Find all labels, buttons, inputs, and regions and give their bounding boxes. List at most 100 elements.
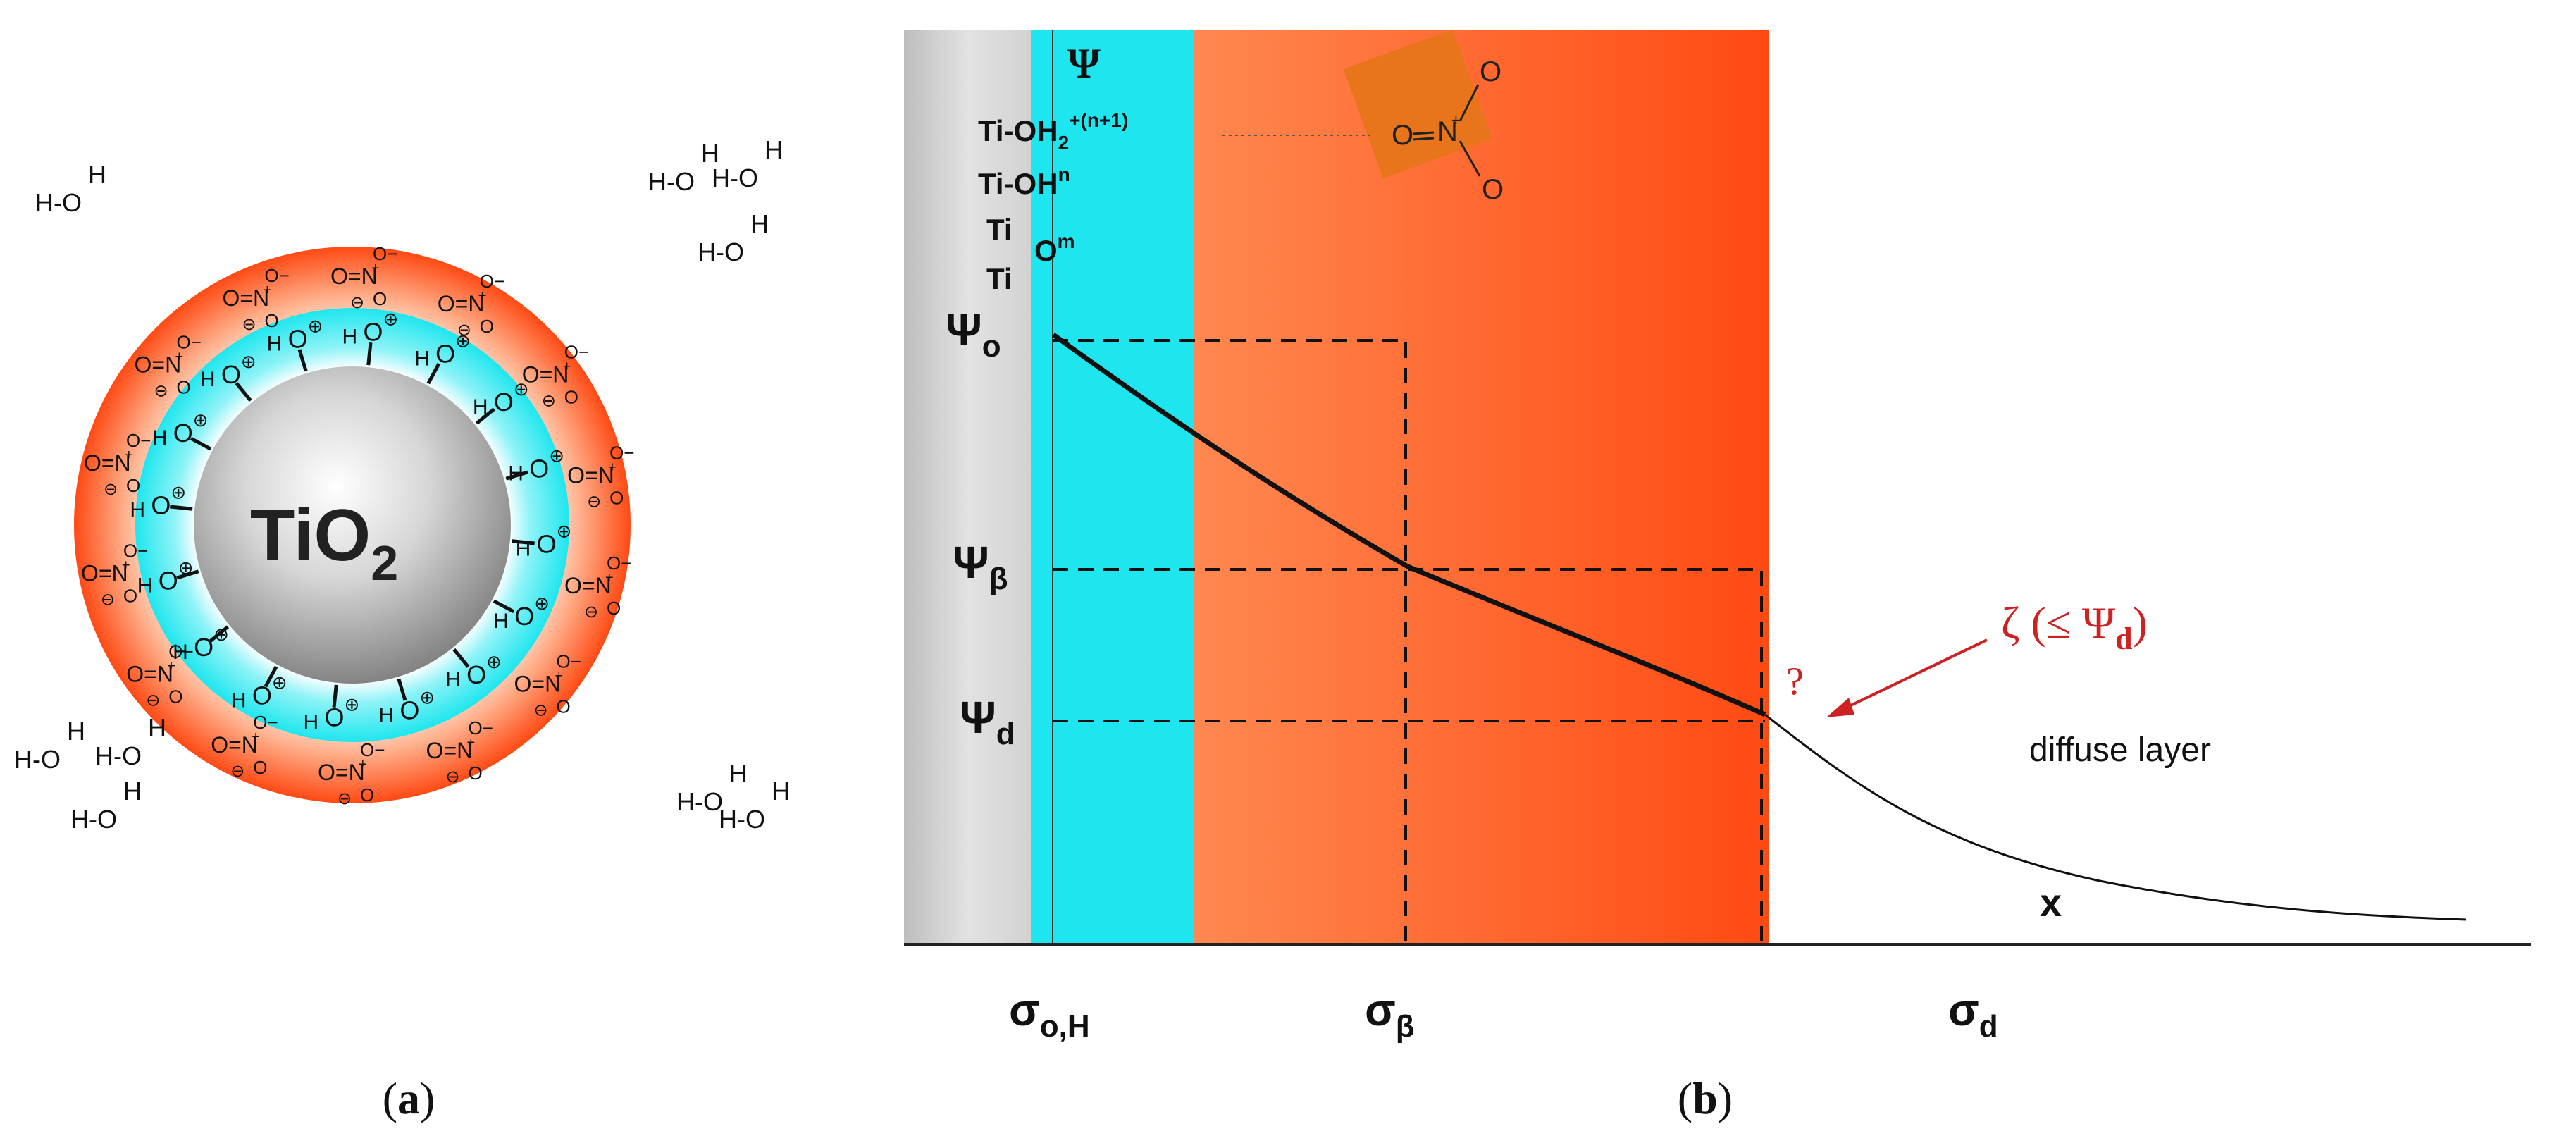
water-molecule: H-O bbox=[676, 787, 723, 816]
water-hydrogen: H bbox=[123, 777, 142, 805]
hydroxyl-oxygen: O bbox=[466, 660, 486, 689]
psi-d-label: Ψd bbox=[960, 692, 1015, 751]
water-hydrogen: H bbox=[701, 139, 719, 168]
nitrate-oxygen: O bbox=[564, 387, 578, 408]
positive-charge-icon: ⊕ bbox=[549, 445, 564, 467]
nitrate-oxygen: O bbox=[360, 784, 374, 805]
hydroxyl-oxygen: O bbox=[288, 325, 308, 354]
zeta-arrow bbox=[1837, 638, 1988, 713]
hydroxyl-bond bbox=[264, 665, 278, 688]
hydroxyl-hydrogen: H bbox=[414, 347, 430, 371]
sigma-oh-label: σo,H bbox=[1009, 984, 1090, 1044]
nitrate-oxygen: O bbox=[264, 310, 278, 331]
positive-charge-icon: ⊕ bbox=[383, 308, 398, 329]
nitrate-oxygen: O bbox=[177, 377, 191, 398]
hydroxyl-oxygen: O bbox=[435, 340, 455, 369]
panel-b-caption-open: ( bbox=[1678, 1073, 1692, 1123]
surface-group-ti-1: Ti bbox=[986, 213, 1013, 246]
hydroxyl-oxygen: O bbox=[173, 419, 193, 447]
water-molecule: H-O bbox=[712, 163, 758, 192]
hydroxyl-bond bbox=[426, 362, 441, 385]
question-mark: ? bbox=[1786, 660, 1804, 703]
hydroxyl-hydrogen: H bbox=[267, 333, 283, 356]
nitrate-ion: O=N bbox=[438, 291, 485, 316]
hydroxyl-hydrogen: H bbox=[137, 574, 153, 597]
hydroxyl-bond bbox=[512, 539, 535, 545]
sigma-d-label: σd bbox=[1948, 984, 1998, 1044]
nitrate-oxygen: O− bbox=[607, 552, 631, 574]
water-molecule: H-O bbox=[35, 188, 82, 217]
nitrate-oxygen: O− bbox=[123, 541, 148, 562]
hydroxyl-hydrogen: H bbox=[200, 368, 216, 391]
negative-charge-icon: ⊖ bbox=[533, 700, 547, 720]
positive-charge-icon: ⊕ bbox=[514, 378, 529, 400]
hydroxyl-bond bbox=[176, 569, 199, 580]
panel-a-caption-letter: a bbox=[397, 1073, 420, 1123]
water-molecule: H-O bbox=[70, 805, 117, 834]
positive-charge-icon: ⊕ bbox=[486, 651, 502, 672]
positive-charge-icon: ⊕ bbox=[455, 331, 471, 352]
surface-group-labels: Ti-OH2+(n+1) Ti-OHn Ti Ti Om bbox=[978, 109, 1128, 295]
nitrate-ion: O=N bbox=[84, 450, 131, 476]
core-label-subscript: 2 bbox=[371, 536, 398, 591]
zeta-arrowhead bbox=[1826, 698, 1854, 717]
water-molecule: H-O bbox=[698, 237, 744, 266]
hydroxyl-hydrogen: H bbox=[342, 325, 357, 348]
panel-b-caption-letter: b bbox=[1692, 1073, 1718, 1123]
nitrate-plus: + bbox=[175, 350, 184, 365]
stern-layer-band bbox=[1031, 30, 1194, 944]
psi-o-label: Ψo bbox=[946, 304, 1001, 364]
nitrate-oxygen: O bbox=[607, 598, 621, 619]
positive-charge-icon: ⊕ bbox=[178, 557, 194, 578]
nitrate-plus: + bbox=[167, 658, 175, 674]
nitrate-plus: + bbox=[122, 558, 130, 574]
nitrate-plus: + bbox=[252, 729, 260, 745]
hydroxyl-hydrogen: H bbox=[130, 499, 145, 522]
hydroxyl-bond bbox=[475, 407, 495, 425]
surface-group-hydroxyl: Ti-OHn bbox=[978, 163, 1070, 200]
svg-text:O: O bbox=[1392, 120, 1413, 151]
surface-hydroxyl-groups: O ⊕HO ⊕HO ⊕HO ⊕HO ⊕HO ⊕HO ⊕HO ⊕HO ⊕HO ⊕HO ⊕HO ⊕H O ⊕HO… bbox=[130, 308, 571, 734]
hydroxyl-bond bbox=[505, 470, 528, 481]
positive-charge-icon: ⊕ bbox=[171, 482, 186, 503]
negative-charge-icon: ⊖ bbox=[230, 762, 244, 781]
hydroxyl-hydrogen: H bbox=[304, 711, 319, 734]
positive-charge-icon: ⊕ bbox=[534, 593, 550, 614]
hydroxyl-bond bbox=[190, 436, 212, 451]
panel-a-caption-close: ) bbox=[420, 1073, 435, 1123]
nitrate-plus: + bbox=[608, 459, 617, 475]
nitrate-oxygen: O bbox=[253, 757, 267, 778]
hydroxyl-hydrogen: H bbox=[508, 462, 524, 486]
panel-a-caption-open: ( bbox=[383, 1073, 397, 1123]
nitrate-ion: O=N bbox=[81, 561, 128, 586]
nitrate-ion-icon: O N O O + bbox=[1343, 29, 1504, 205]
nitrate-ion: O=N bbox=[522, 362, 569, 388]
outer-helmholtz-band bbox=[1194, 30, 1769, 944]
panel-a-caption: (a) bbox=[383, 1073, 435, 1123]
hydroxyl-bond bbox=[209, 625, 230, 643]
nitrate-ion: O=N bbox=[426, 738, 473, 763]
nitrate-ion: O=N bbox=[135, 352, 182, 378]
dashed-guide-lines bbox=[1053, 339, 1765, 944]
hydroxyl-hydrogen: H bbox=[473, 395, 488, 419]
potential-curve-stern bbox=[1051, 333, 1766, 717]
nitrate-ion: O=N bbox=[330, 264, 378, 289]
hydroxyl-bond bbox=[235, 382, 252, 402]
positive-charge-icon: ⊕ bbox=[557, 520, 572, 541]
negative-charge-icon: ⊖ bbox=[446, 767, 460, 786]
psi-beta-guide bbox=[1053, 568, 1763, 944]
svg-text:O: O bbox=[1480, 56, 1501, 87]
nitrate-plus: + bbox=[359, 757, 367, 772]
nitrate-ion: O=N bbox=[514, 671, 561, 696]
surface-group-oxide: Om bbox=[1034, 230, 1075, 267]
negative-charge-icon: ⊖ bbox=[101, 591, 115, 610]
svg-text:O: O bbox=[1482, 174, 1504, 205]
svg-text:+: + bbox=[1451, 111, 1461, 129]
hydroxyl-bond bbox=[297, 349, 308, 372]
hydroxyl-hydrogen: H bbox=[445, 668, 461, 691]
hydroxyl-hydrogen: H bbox=[493, 610, 509, 633]
negative-charge-icon: ⊖ bbox=[457, 321, 471, 340]
nitrate-oxygen: O− bbox=[177, 332, 202, 353]
nitrate-oxygen: O− bbox=[556, 650, 581, 672]
